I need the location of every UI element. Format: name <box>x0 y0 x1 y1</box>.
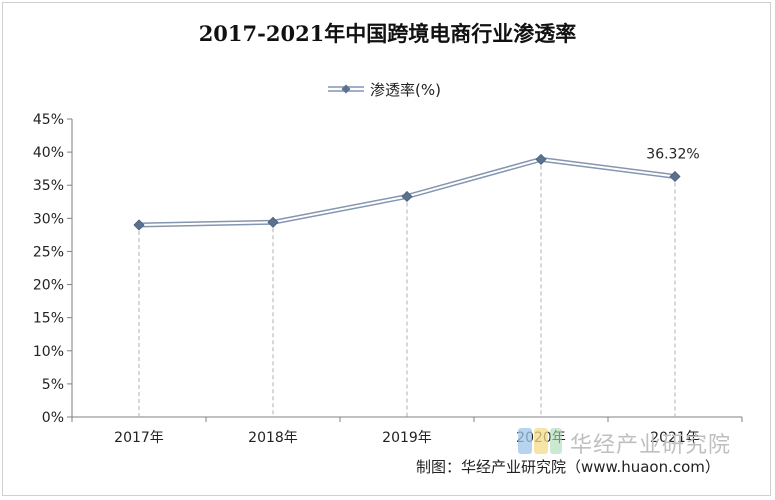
x-tick-label: 2018年 <box>248 430 298 446</box>
legend-line-marker-icon <box>328 84 364 94</box>
y-tick-label: 15% <box>33 311 64 327</box>
y-tick-label: 10% <box>33 344 64 360</box>
tick-labels: 0% 5% 10% 15% 20% 25% 30% 35% 40% 45% 2017年 2018年 20… <box>33 112 700 446</box>
y-tick-label: 40% <box>33 145 64 161</box>
x-tick-label: 2021年 <box>650 430 700 446</box>
data-point-marker <box>133 219 145 231</box>
source-credit: 制图：华经产业研究院（www.huaon.com） <box>416 458 720 476</box>
data-points <box>133 153 681 231</box>
chart-axes <box>67 118 743 422</box>
chart-title: 2017-2021年中国跨境电商行业渗透率 <box>198 21 577 46</box>
data-point-marker <box>535 153 547 165</box>
y-tick-label: 5% <box>42 377 64 393</box>
x-tick-label: 2019年 <box>382 430 432 446</box>
y-tick-label: 25% <box>33 244 64 260</box>
drop-lines <box>138 165 676 417</box>
x-tick-label: 2017年 <box>114 430 164 446</box>
y-tick-label: 30% <box>33 211 64 227</box>
y-tick-label: 0% <box>42 410 64 426</box>
data-label: 36.32% <box>646 146 699 162</box>
y-tick-label: 20% <box>33 278 64 294</box>
data-point-marker <box>267 216 279 228</box>
watermark-logo-icon <box>518 428 562 454</box>
data-point-marker <box>401 190 413 203</box>
chart-legend: 渗透率(%) <box>326 80 441 99</box>
y-tick-label: 45% <box>33 112 64 128</box>
data-point-marker <box>669 170 681 183</box>
y-tick-label: 35% <box>33 178 64 194</box>
watermark-text: 华经产业研究院 <box>570 433 732 458</box>
legend-series-label: 渗透率(%) <box>370 80 441 99</box>
